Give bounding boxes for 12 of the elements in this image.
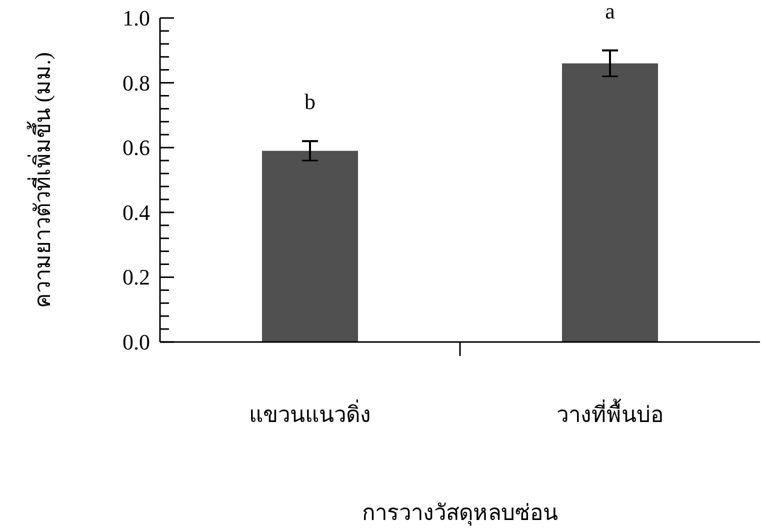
y-tick-label: 0.0 [122, 330, 150, 354]
y-tick-label: 0.8 [122, 70, 150, 96]
x-axis-title: การวางวัสดุหลบซ่อน [362, 500, 558, 526]
annotation: a [605, 0, 616, 24]
x-tick-label: แขวนแนวดิ่ง [249, 399, 371, 427]
annotation: b [304, 89, 316, 114]
y-tick-label: 1.0 [122, 6, 150, 30]
y-tick-label: 0.6 [122, 135, 150, 160]
y-axis-title: ความยาวตัวที่เพิ่มขึ้น (มม.) [27, 52, 55, 308]
y-tick-label: 0.4 [122, 200, 150, 225]
x-tick-label: วางที่พื้นบ่อ [556, 399, 664, 427]
y-tick-label: 0.2 [122, 264, 150, 290]
